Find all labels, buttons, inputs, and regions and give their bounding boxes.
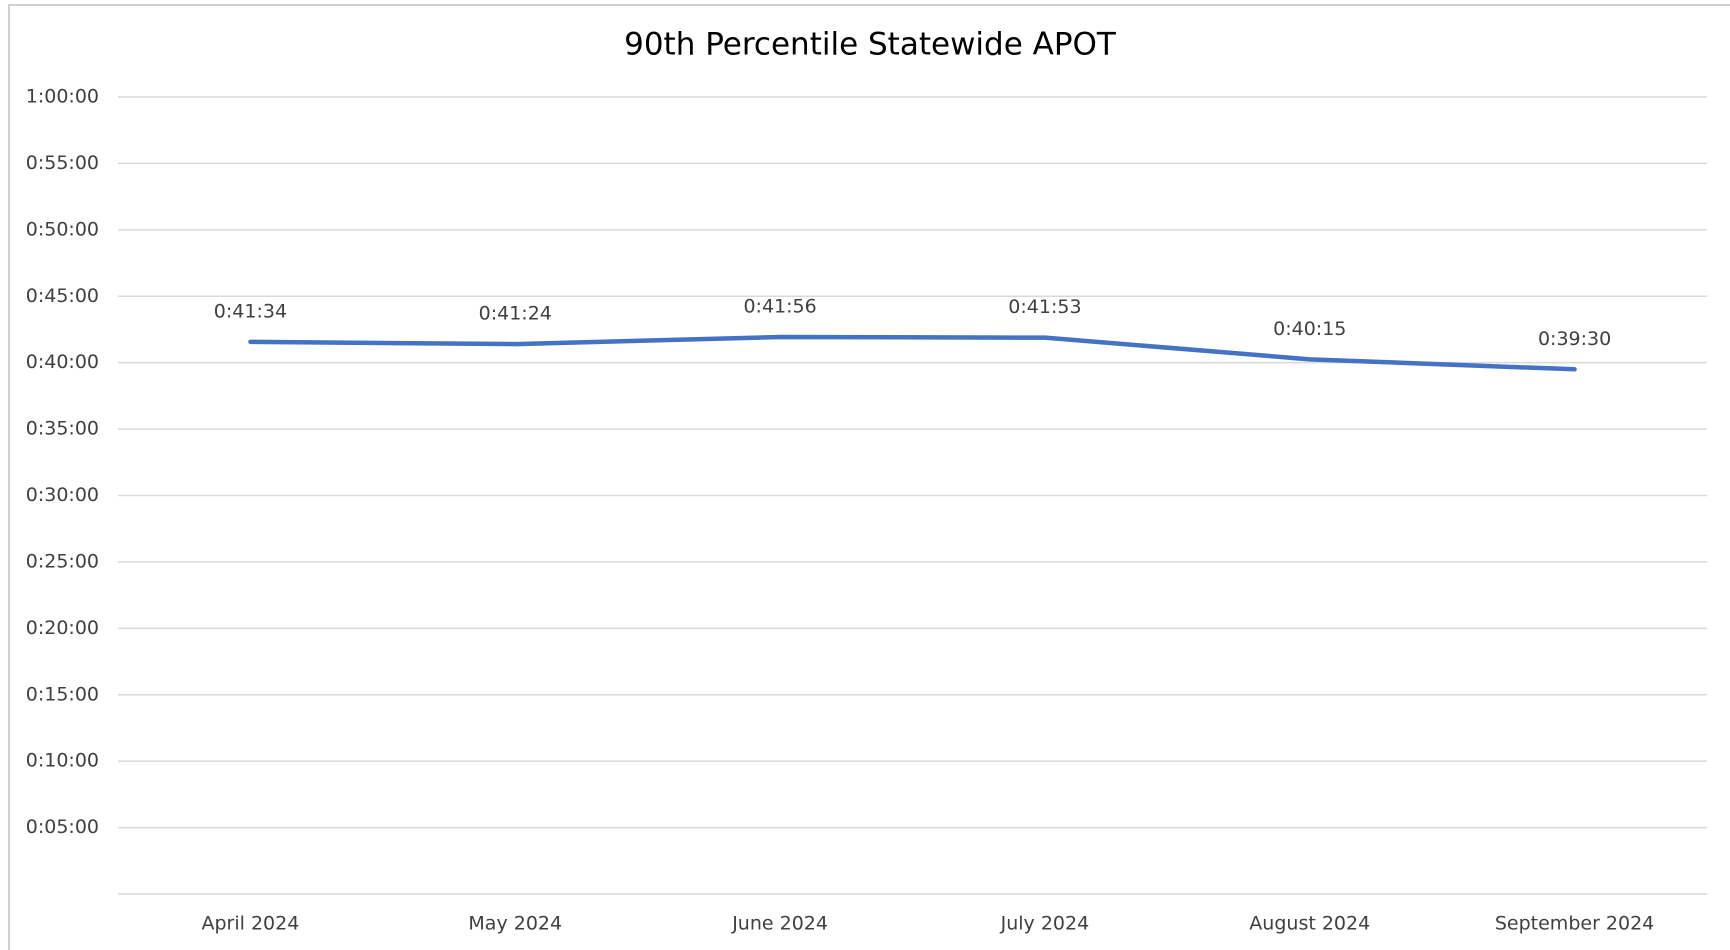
x-tick-label: July 2024 <box>1000 913 1090 935</box>
data-label: 0:40:15 <box>1273 318 1346 340</box>
x-tick-label: August 2024 <box>1249 913 1370 935</box>
data-label: 0:41:24 <box>479 303 552 325</box>
x-tick-label: April 2024 <box>202 913 300 935</box>
y-tick-label: 0:35:00 <box>26 418 99 440</box>
data-line <box>248 334 1577 372</box>
data-label: 0:41:34 <box>214 300 287 322</box>
y-tick-label: 0:40:00 <box>26 351 99 373</box>
x-tick-label: September 2024 <box>1495 913 1654 935</box>
x-tick-label: May 2024 <box>468 913 562 935</box>
data-label: 0:41:56 <box>743 295 816 317</box>
chart-border <box>8 4 1730 950</box>
y-tick-label: 0:15:00 <box>26 683 99 705</box>
y-tick-label: 1:00:00 <box>26 86 99 108</box>
y-tick-label: 0:45:00 <box>26 285 99 307</box>
data-label: 0:39:30 <box>1538 328 1611 350</box>
y-tick-label: 0:05:00 <box>26 816 99 838</box>
y-tick-label: 0:55:00 <box>26 152 99 174</box>
y-tick-label: 0:50:00 <box>26 218 99 240</box>
y-tick-label: 0:30:00 <box>26 484 99 506</box>
y-tick-label: 0:20:00 <box>26 617 99 639</box>
x-tick-label: June 2024 <box>731 913 828 935</box>
data-label: 0:41:53 <box>1008 296 1081 318</box>
y-tick-label: 0:10:00 <box>26 750 99 772</box>
y-tick-label: 0:25:00 <box>26 550 99 572</box>
chart-title: 90th Percentile Statewide APOT <box>624 27 1117 63</box>
